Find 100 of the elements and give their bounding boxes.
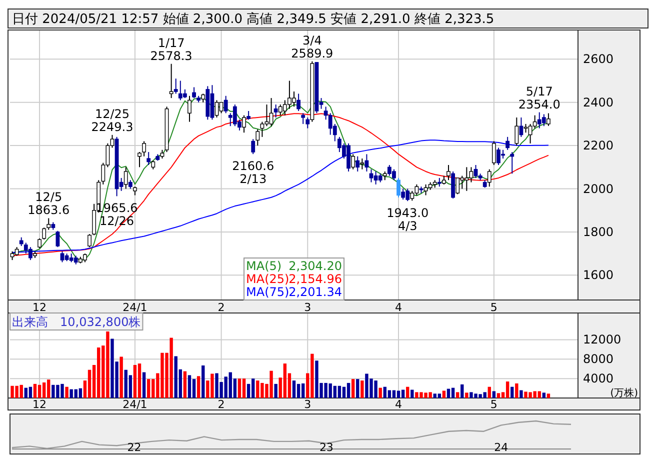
bar bbox=[196, 376, 200, 398]
bar bbox=[33, 384, 37, 398]
chart-title: 出来高 10,032,800株 bbox=[12, 315, 141, 329]
bar bbox=[238, 378, 242, 398]
candlestick bbox=[356, 156, 360, 172]
bar bbox=[78, 388, 82, 398]
y-axis-title: (万株) bbox=[610, 387, 638, 399]
bar bbox=[360, 380, 364, 398]
chart-title: 日付 2024/05/21 12:57 始値 2,300.0 高値 2,349.5 安値 2,291.0 終値 2,323.5 bbox=[12, 11, 494, 27]
bar bbox=[520, 390, 523, 398]
candlestick bbox=[456, 177, 460, 195]
candlestick bbox=[546, 112, 550, 126]
text: MA(75) bbox=[246, 285, 290, 299]
bar bbox=[442, 390, 446, 398]
annotation: 12/25 2249.3 bbox=[91, 106, 134, 134]
x-tick-label: 5 bbox=[490, 398, 498, 411]
x-tick-label: 24 bbox=[494, 441, 508, 454]
candlestick bbox=[224, 95, 228, 114]
y-tick-label: 12000 bbox=[583, 332, 622, 347]
bar bbox=[460, 384, 464, 398]
candlestick bbox=[306, 116, 310, 129]
x-tick-label: 12 bbox=[32, 398, 47, 411]
bar bbox=[42, 382, 46, 398]
bar bbox=[465, 392, 468, 398]
candlestick bbox=[42, 227, 46, 240]
candlestick bbox=[274, 104, 278, 118]
annotation: 5/17 2354.0 bbox=[518, 84, 560, 112]
bar bbox=[510, 386, 514, 398]
bar bbox=[133, 364, 137, 398]
bar bbox=[138, 364, 142, 398]
candlestick bbox=[88, 234, 92, 248]
x-tick-label: 22 bbox=[127, 441, 142, 454]
bar bbox=[492, 391, 496, 398]
candlestick bbox=[142, 140, 146, 157]
bar bbox=[202, 365, 205, 398]
candlestick bbox=[138, 152, 142, 168]
candlestick bbox=[188, 95, 192, 122]
bar bbox=[338, 386, 342, 398]
y-tick-label: 1600 bbox=[583, 268, 614, 282]
bar bbox=[351, 379, 355, 398]
candlestick bbox=[510, 152, 514, 174]
candlestick bbox=[56, 230, 60, 248]
candlestick bbox=[124, 166, 128, 190]
candlestick bbox=[519, 116, 524, 138]
y-tick-label: 2200 bbox=[583, 138, 614, 153]
bar bbox=[38, 384, 42, 398]
text: MA(25) bbox=[246, 272, 290, 286]
bar bbox=[456, 392, 460, 398]
bar bbox=[301, 383, 305, 398]
candlestick bbox=[506, 136, 510, 150]
bar bbox=[283, 364, 287, 398]
bar bbox=[120, 356, 123, 398]
annotation: 2,154.96 bbox=[288, 272, 342, 286]
x-tick-label: 3 bbox=[304, 398, 312, 411]
x-tick-label: 5 bbox=[490, 301, 498, 314]
candlestick bbox=[487, 168, 492, 188]
candlestick bbox=[296, 93, 300, 112]
candlestick bbox=[192, 86, 196, 99]
x-tick-label: 23 bbox=[319, 441, 334, 454]
bar bbox=[406, 386, 410, 398]
bar bbox=[24, 388, 28, 398]
candlestick bbox=[38, 238, 42, 249]
bar bbox=[542, 392, 546, 398]
candlestick bbox=[360, 158, 364, 170]
bar bbox=[65, 386, 68, 398]
y-tick-label: 1800 bbox=[583, 224, 614, 239]
candlestick bbox=[214, 100, 219, 118]
x-tick-label: 12 bbox=[32, 301, 47, 314]
bar bbox=[242, 378, 246, 398]
bar bbox=[496, 393, 500, 398]
bar bbox=[410, 390, 414, 398]
x-tick-label: 2 bbox=[218, 398, 225, 411]
bar bbox=[515, 383, 518, 398]
x-tick-label: 24/1 bbox=[122, 398, 148, 411]
bar bbox=[438, 394, 442, 398]
annotation: 1943.0 4/3 bbox=[386, 206, 429, 234]
candlestick bbox=[401, 188, 406, 200]
candlestick bbox=[301, 112, 306, 124]
candlestick bbox=[269, 98, 274, 127]
bar bbox=[392, 390, 396, 398]
bar bbox=[388, 390, 392, 398]
candlestick bbox=[242, 114, 246, 134]
x-tick-label: 3 bbox=[304, 301, 312, 314]
x-tick-label: 2 bbox=[218, 301, 225, 314]
candlestick bbox=[451, 170, 455, 199]
candlestick bbox=[410, 190, 414, 202]
bar bbox=[296, 384, 300, 398]
candlestick bbox=[396, 177, 400, 198]
bar bbox=[346, 382, 350, 398]
bar bbox=[451, 388, 455, 398]
bar bbox=[142, 372, 146, 398]
annotation: 1/17 2578.3 bbox=[150, 36, 192, 63]
bar bbox=[378, 388, 382, 398]
bar bbox=[342, 386, 346, 398]
bar bbox=[356, 379, 360, 398]
candlestick bbox=[46, 218, 51, 230]
candlestick bbox=[146, 152, 151, 166]
y-tick-label: 4000 bbox=[583, 372, 614, 386]
bar bbox=[188, 375, 192, 398]
annotation: 2160.6 2/13 bbox=[232, 159, 274, 186]
